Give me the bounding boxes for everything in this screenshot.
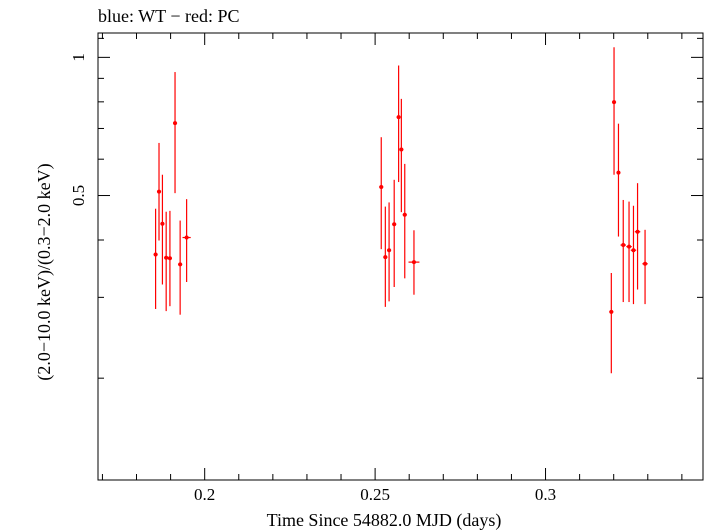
data-point [626,201,632,303]
point-marker [612,100,617,105]
data-point [609,272,614,374]
point-marker [178,262,183,267]
point-marker [160,221,165,226]
point-marker [387,248,392,253]
data-point [178,220,183,315]
point-marker [173,121,178,126]
point-marker [184,235,189,240]
plot-frame [97,32,704,481]
data-point [620,199,626,303]
point-marker [396,115,401,120]
data-point [634,183,641,290]
point-marker [153,252,158,257]
y-tick-label: 1 [69,53,88,62]
data-point [156,142,162,241]
point-marker [616,170,621,175]
data-point [399,98,404,213]
x-tick-label: 0.2 [194,485,215,504]
x-tick-label: 0.3 [535,485,556,504]
data-point [167,210,172,307]
data-points [153,47,648,374]
point-marker [399,147,404,152]
data-point [642,229,648,305]
x-axis-label: Time Since 54882.0 MJD (days) [267,510,502,531]
point-marker [167,256,172,261]
data-point [630,205,637,305]
point-marker [631,248,636,253]
data-point [160,174,165,285]
axis-ticks [98,33,703,480]
data-point [182,199,191,283]
point-marker [643,261,648,266]
x-tick-label: 0.25 [360,485,390,504]
data-point [611,47,617,175]
point-marker [383,255,388,260]
data-point [392,179,397,287]
axis-tick-labels: 0.2 0.25 0.3 0.5 1 [69,53,556,504]
point-marker [411,260,416,265]
data-point [379,137,384,250]
point-marker [621,243,626,248]
data-point [387,202,392,302]
point-marker [635,229,640,234]
y-tick-label: 0.5 [69,185,88,206]
point-marker [157,189,162,194]
chart-title: blue: WT − red: PC [98,6,239,26]
y-axis-label: (2.0−10.0 keV)/(0.3−2.0 keV) [34,163,55,380]
data-point [396,65,401,183]
data-point [383,206,388,307]
data-point [164,211,169,312]
data-point [616,123,621,237]
point-marker [402,212,407,217]
point-marker [609,309,614,314]
point-marker [627,244,632,249]
point-marker [164,255,169,260]
data-point [172,72,178,194]
point-marker [392,222,397,227]
data-point [408,230,420,295]
point-marker [379,184,384,189]
data-point [153,208,158,309]
data-point [402,163,407,279]
